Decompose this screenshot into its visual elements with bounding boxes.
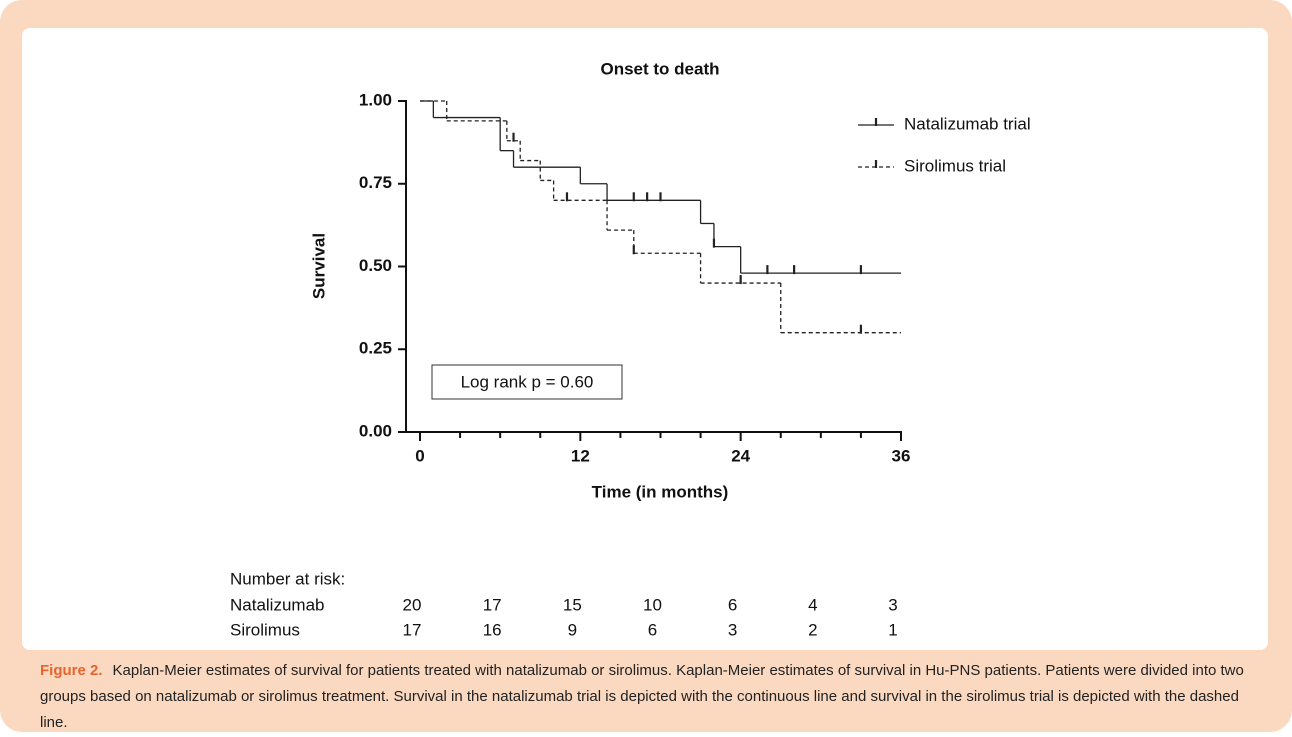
chart-title: Onset to death — [600, 59, 719, 78]
risk-value: 16 — [483, 620, 502, 639]
y-tick-label: 0.50 — [359, 256, 392, 275]
y-axis-label: Survival — [309, 233, 328, 299]
y-tick-label: 0.75 — [359, 173, 392, 192]
risk-value: 3 — [728, 620, 737, 639]
caption: Figure 2. Kaplan-Meier estimates of survi… — [40, 658, 1265, 736]
risk-row-label: Sirolimus — [230, 620, 300, 639]
x-tick-label: 0 — [415, 446, 424, 465]
panel — [22, 28, 1268, 650]
caption-text: Kaplan-Meier estimates of survival for p… — [40, 662, 1244, 731]
y-tick-label: 1.00 — [359, 90, 392, 109]
x-tick-label: 24 — [731, 446, 750, 465]
x-axis-label: Time (in months) — [592, 482, 729, 501]
risk-value: 2 — [808, 620, 817, 639]
caption-label: Figure 2. — [40, 662, 103, 679]
y-tick-label: 0.00 — [359, 421, 392, 440]
annotation: Log rank p = 0.60 — [461, 372, 594, 391]
risk-value: 4 — [808, 595, 817, 614]
y-tick-label: 0.25 — [359, 339, 392, 358]
risk-value: 17 — [403, 620, 422, 639]
risk-title: Number at risk: — [230, 569, 345, 588]
risk-row-label: Natalizumab — [230, 595, 325, 614]
legend-label: Natalizumab trial — [904, 114, 1031, 133]
risk-value: 6 — [648, 620, 657, 639]
x-tick-label: 12 — [571, 446, 590, 465]
x-tick-label: 36 — [892, 446, 911, 465]
risk-value: 1 — [888, 620, 897, 639]
risk-value: 3 — [888, 595, 897, 614]
risk-value: 15 — [563, 595, 582, 614]
risk-value: 6 — [728, 595, 737, 614]
risk-value: 9 — [568, 620, 577, 639]
legend-label: Sirolimus trial — [904, 156, 1006, 175]
risk-value: 10 — [643, 595, 662, 614]
risk-value: 17 — [483, 595, 502, 614]
annotation-box — [431, 364, 623, 400]
risk-value: 20 — [403, 595, 422, 614]
